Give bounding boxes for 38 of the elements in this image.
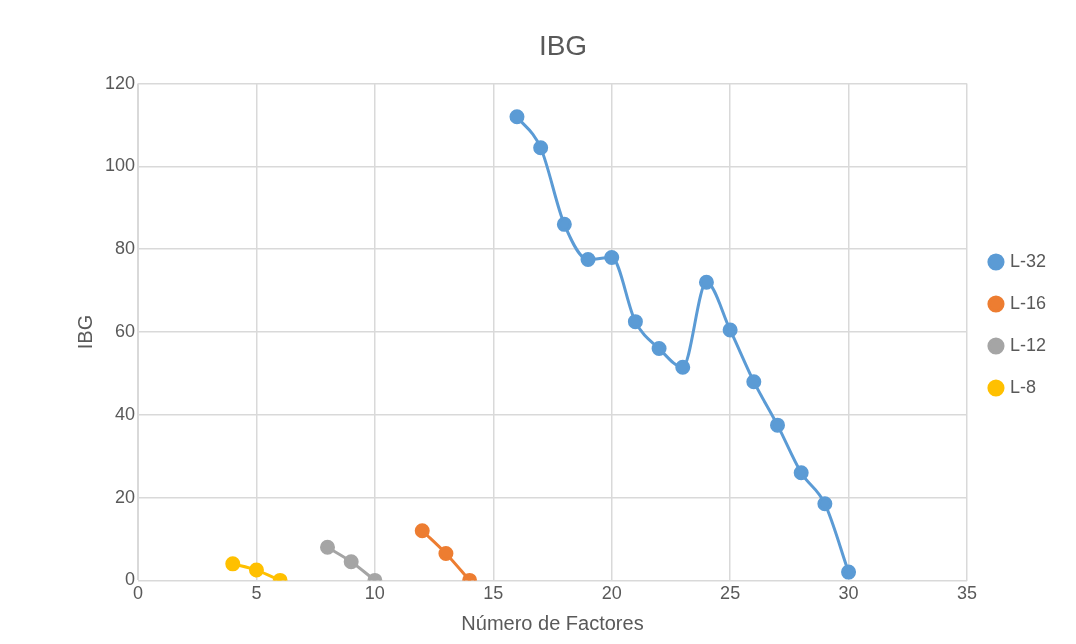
point bbox=[793, 465, 809, 481]
x-tick-label: 30 bbox=[838, 583, 859, 604]
point bbox=[580, 252, 596, 268]
legend-label: L-8 bbox=[1009, 376, 1036, 397]
point bbox=[651, 341, 667, 357]
y-tick-label: 40 bbox=[115, 403, 136, 424]
chart-title: IBG bbox=[538, 29, 588, 61]
point bbox=[627, 314, 643, 330]
x-axis-title: Número de Factores bbox=[461, 611, 644, 634]
y-tick-label: 100 bbox=[104, 155, 136, 176]
x-tick-label: 35 bbox=[956, 583, 977, 604]
point bbox=[533, 140, 549, 156]
point bbox=[698, 274, 714, 290]
point bbox=[675, 359, 691, 375]
y-axis-title: IBG bbox=[73, 314, 96, 350]
point bbox=[320, 539, 336, 555]
point bbox=[556, 216, 572, 232]
point bbox=[817, 496, 833, 512]
y-tick-label: 80 bbox=[115, 238, 136, 259]
x-tick-label: 5 bbox=[251, 583, 262, 604]
legend-label: L-32 bbox=[1009, 250, 1046, 271]
point bbox=[746, 374, 762, 390]
point bbox=[509, 109, 525, 125]
legend-label: L-16 bbox=[1009, 292, 1046, 313]
point bbox=[414, 523, 430, 539]
y-tick-label: 120 bbox=[104, 72, 136, 93]
x-tick-label: 25 bbox=[720, 583, 741, 604]
point bbox=[841, 564, 857, 580]
x-tick-label: 20 bbox=[601, 583, 622, 604]
x-tick-label: 15 bbox=[483, 583, 504, 604]
point bbox=[722, 322, 738, 338]
y-tick-label: 60 bbox=[115, 320, 136, 341]
point bbox=[225, 556, 241, 572]
point bbox=[604, 249, 620, 265]
point bbox=[770, 417, 785, 433]
x-tick-label: 10 bbox=[364, 583, 385, 604]
legend-label: L-12 bbox=[1009, 334, 1046, 355]
y-tick-label: 20 bbox=[115, 486, 136, 507]
